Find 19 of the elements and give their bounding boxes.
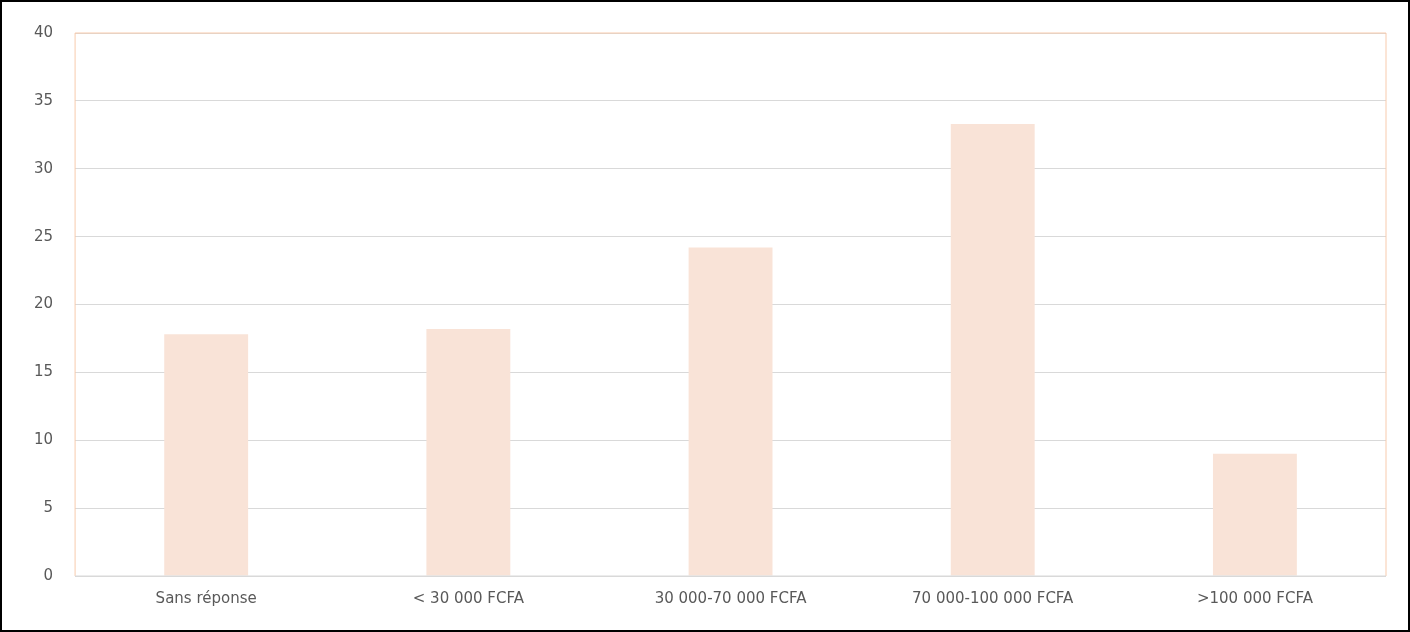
x-tick-label: < 30 000 FCFA <box>412 588 525 607</box>
bar <box>950 123 1035 576</box>
y-tick-label: 10 <box>33 430 54 449</box>
bar <box>688 247 773 576</box>
bar <box>426 328 511 576</box>
y-tick-label: 15 <box>33 362 54 381</box>
x-tick-label: Sans réponse <box>155 588 257 607</box>
y-tick-label: 5 <box>43 498 54 517</box>
y-tick-label: 25 <box>33 226 54 245</box>
y-tick-label: 20 <box>33 294 54 313</box>
x-tick-label: 30 000-70 000 FCFA <box>654 588 808 607</box>
x-tick-label: >100 000 FCFA <box>1196 588 1314 607</box>
bar <box>164 334 249 576</box>
y-tick-label: 35 <box>33 90 54 109</box>
y-tick-label: 30 <box>33 158 54 177</box>
y-tick-label: 40 <box>33 22 54 41</box>
x-tick-label: 70 000-100 000 FCFA <box>912 588 1075 607</box>
y-tick-label: 0 <box>43 565 54 584</box>
bar <box>1212 453 1297 576</box>
